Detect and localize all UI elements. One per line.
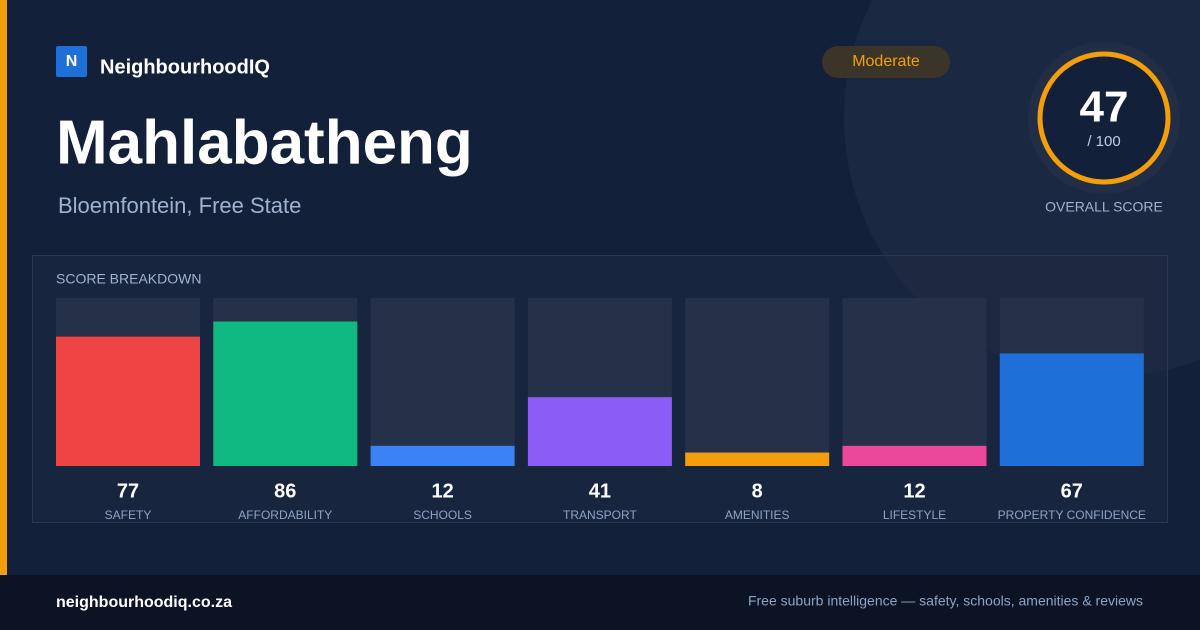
bar-value: 12 xyxy=(903,480,925,502)
bar-track xyxy=(685,298,830,466)
suburb-location: Bloemfontein, Free State xyxy=(58,193,301,218)
badge-label: Moderate xyxy=(852,53,920,70)
bar-label: LIFESTYLE xyxy=(883,508,946,522)
bar-value: 41 xyxy=(589,480,611,502)
bar-label: TRANSPORT xyxy=(563,508,637,522)
bar xyxy=(685,452,830,466)
brand-name: NeighbourhoodIQ xyxy=(100,56,270,78)
score-max: / 100 xyxy=(1087,133,1120,150)
score-value: 47 xyxy=(1080,83,1129,132)
bar xyxy=(370,445,515,466)
bars: 77 SAFETY 86 AFFORDABILITY 12 SCHOOLS 41 TRANSP… xyxy=(56,298,1146,522)
accent-stripe xyxy=(0,0,7,575)
bar xyxy=(56,336,200,466)
bar xyxy=(999,353,1144,466)
suburb-title: Mahlabatheng xyxy=(56,108,473,177)
bar-label: PROPERTY CONFIDENCE xyxy=(998,508,1146,522)
bar xyxy=(213,321,358,466)
bar-label: AMENITIES xyxy=(725,508,790,522)
bar-value: 86 xyxy=(274,480,296,502)
footer-tagline: Free suburb intelligence — safety, schoo… xyxy=(748,593,1143,609)
logo-box xyxy=(56,46,87,77)
bar xyxy=(842,445,987,466)
bar-label: AFFORDABILITY xyxy=(238,508,332,522)
bar-track xyxy=(370,298,515,466)
bar-label: SAFETY xyxy=(105,508,152,522)
bar xyxy=(527,397,672,466)
footer-url: neighbourhoodiq.co.za xyxy=(56,594,232,611)
badge xyxy=(822,46,950,78)
bar-value: 77 xyxy=(117,480,139,502)
bar-value: 8 xyxy=(752,480,763,502)
bar-label: SCHOOLS xyxy=(413,508,472,522)
footer xyxy=(0,575,1200,630)
score-caption: OVERALL SCORE xyxy=(1045,199,1163,215)
score-ring xyxy=(1037,51,1171,185)
logo-letter: N xyxy=(66,53,78,70)
breakdown-title: SCORE BREAKDOWN xyxy=(56,271,201,287)
bar-value: 67 xyxy=(1061,480,1083,502)
bar-track xyxy=(842,298,987,466)
bar-value: 12 xyxy=(431,480,453,502)
